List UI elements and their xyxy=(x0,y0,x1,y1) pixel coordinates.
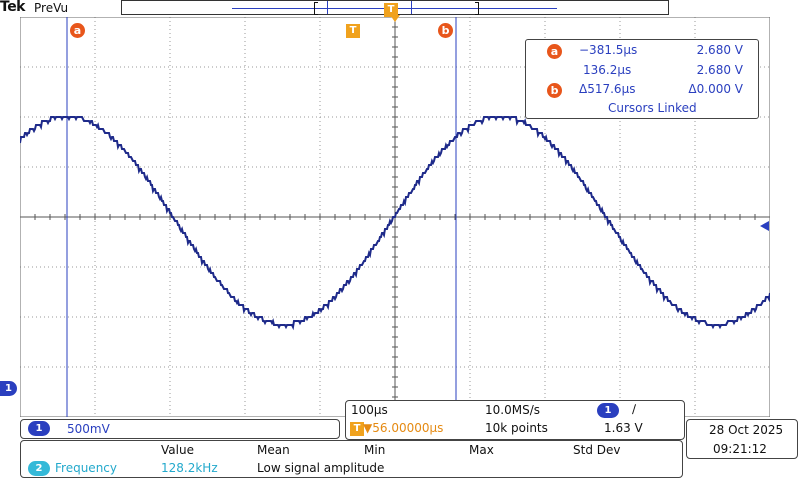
meas-name: Frequency xyxy=(55,461,117,475)
channel-1-ground-marker[interactable]: 1 xyxy=(0,381,17,396)
sample-rate: 10.0MS/s xyxy=(485,403,540,417)
cursor-b-time: 136.2µs xyxy=(583,63,631,77)
brand-logo: Tek xyxy=(0,0,25,15)
cursor-a-badge[interactable]: a xyxy=(70,23,85,38)
cursors-linked-status: Cursors Linked xyxy=(608,101,697,115)
channel-1-scale-panel[interactable]: 1 500mV xyxy=(20,419,340,439)
clock-panel: 28 Oct 2025 09:21:12 xyxy=(686,419,798,459)
cursor-b-volt: 2.680 V xyxy=(697,63,743,77)
meas-header-max: Max xyxy=(469,443,494,457)
readout-a-badge: a xyxy=(547,44,562,59)
cursor-b-badge[interactable]: b xyxy=(438,23,453,38)
meas-note: Low signal amplitude xyxy=(257,461,384,475)
acquisition-mode: PreVu xyxy=(34,1,68,15)
cursor-a-time: −381.5µs xyxy=(579,43,637,57)
channel-1-scale: 500mV xyxy=(67,422,110,436)
trigger-slope: ∕ xyxy=(632,402,636,416)
horizontal-trigger-panel[interactable]: 100µs 10.0MS/s 1 ∕ T ▼56.00000µs 10k poi… xyxy=(345,400,685,440)
record-bracket-left xyxy=(314,2,318,15)
record-bracket-right xyxy=(475,2,479,15)
meas-value: 128.2kHz xyxy=(161,461,218,475)
meas-header-min: Min xyxy=(364,443,385,457)
time: 09:21:12 xyxy=(713,442,767,456)
trigger-position-badge: T xyxy=(350,422,364,436)
record-view-window[interactable] xyxy=(327,1,412,14)
trigger-position: ▼56.00000µs xyxy=(363,421,443,435)
meas-header-value: Value xyxy=(161,443,194,457)
cursor-a-volt: 2.680 V xyxy=(697,43,743,57)
trigger-level: 1.63 V xyxy=(604,421,643,435)
record-length: 10k points xyxy=(485,421,548,435)
cursor-delta-volt: Δ0.000 V xyxy=(688,82,743,96)
measurement-panel[interactable]: Value Mean Min Max Std Dev 2 Frequency 1… xyxy=(20,440,683,478)
trigger-level-marker[interactable] xyxy=(760,221,769,231)
channel-1-badge: 1 xyxy=(28,421,50,436)
trigger-channel-badge: 1 xyxy=(597,403,619,418)
cursor-delta-time: Δ517.6µs xyxy=(579,82,635,96)
meas-header-stddev: Std Dev xyxy=(573,443,620,457)
meas-channel-badge: 2 xyxy=(28,461,50,476)
trigger-marker-top[interactable]: T xyxy=(384,3,398,17)
trigger-marker[interactable]: T xyxy=(346,24,360,38)
cursor-readout[interactable]: a −381.5µs 2.680 V 136.2µs 2.680 V b Δ51… xyxy=(525,39,759,119)
timebase: 100µs xyxy=(351,403,388,417)
meas-header-mean: Mean xyxy=(257,443,290,457)
date: 28 Oct 2025 xyxy=(709,423,783,437)
readout-b-badge: b xyxy=(547,83,562,98)
